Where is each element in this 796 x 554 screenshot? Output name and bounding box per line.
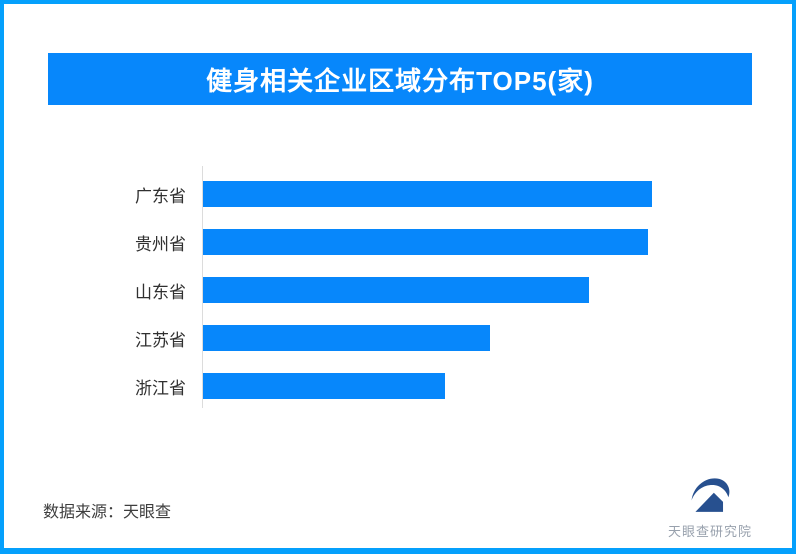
bar-chart: 广东省 贵州省 山东省 江苏省 浙江省	[43, 168, 703, 421]
bar-track	[203, 277, 652, 303]
bar-row: 贵州省	[43, 229, 703, 255]
bar-row: 江苏省	[43, 325, 703, 351]
bar-guangdong	[203, 181, 652, 207]
page-title: 健身相关企业区域分布TOP5(家)	[206, 65, 594, 96]
bar-track	[203, 373, 652, 399]
bar-zhejiang	[203, 373, 446, 399]
category-label-jiangsu: 江苏省	[135, 330, 186, 350]
bar-track	[203, 325, 652, 351]
bar-row: 广东省	[43, 181, 703, 207]
brand-logo: 天眼查研究院	[663, 472, 757, 540]
bar-row: 山东省	[43, 277, 703, 303]
bar-guizhou	[203, 229, 648, 255]
category-label-shandong: 山东省	[135, 282, 186, 302]
bar-shandong	[203, 277, 590, 303]
category-label-guangdong: 广东省	[135, 186, 186, 206]
data-source-label: 数据来源：天眼查	[43, 504, 172, 521]
category-label-zhejiang: 浙江省	[135, 378, 186, 398]
brand-name: 天眼查研究院	[667, 524, 752, 539]
y-axis-line	[202, 166, 203, 408]
bar-row: 浙江省	[43, 373, 703, 399]
title-banner: 健身相关企业区域分布TOP5(家)	[48, 53, 752, 105]
bar-track	[203, 181, 652, 207]
bar-jiangsu	[203, 325, 491, 351]
bar-track	[203, 229, 652, 255]
category-label-guizhou: 贵州省	[135, 234, 186, 254]
tianyancha-logo-icon	[691, 478, 730, 512]
